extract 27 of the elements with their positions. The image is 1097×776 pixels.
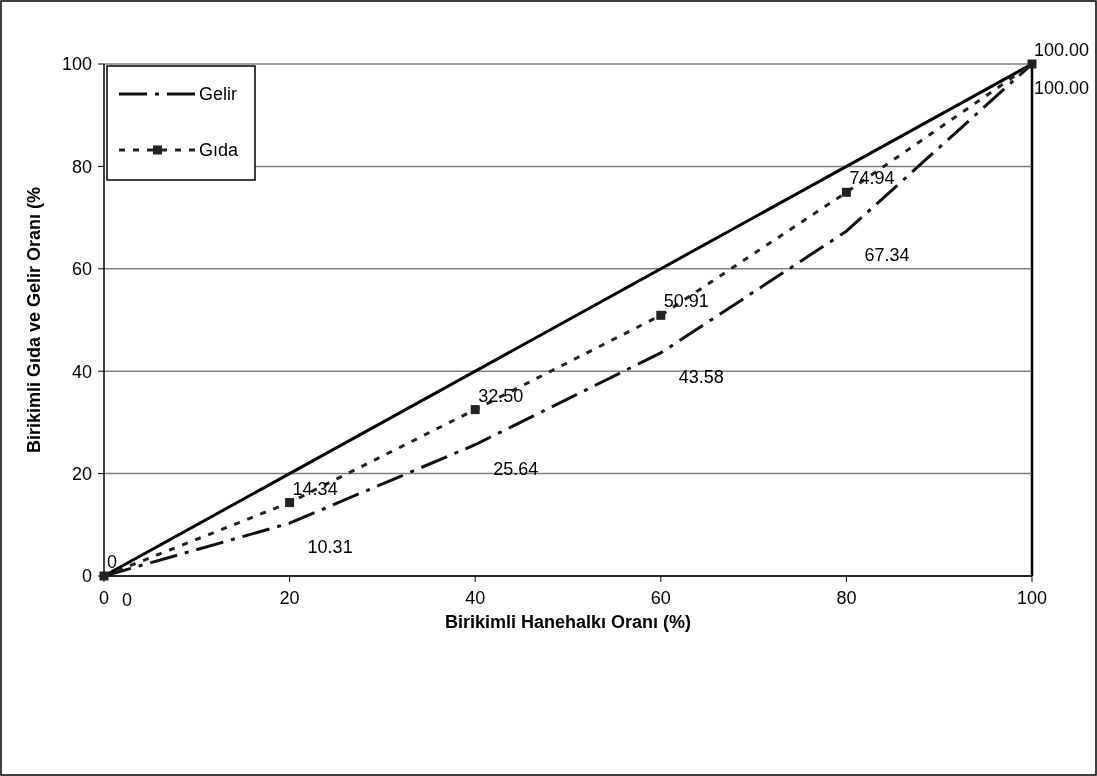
data-label: 10.31 (307, 537, 353, 558)
data-label: 50.91 (663, 291, 709, 312)
y-tick-label: 100 (61, 54, 92, 75)
data-label: 100.00 (1033, 78, 1089, 98)
x-tick-label: 60 (650, 588, 671, 608)
y-axis-title: Birikimli Gıda ve Gelir Oranı (% (24, 186, 44, 454)
data-label: 25.64 (493, 458, 539, 479)
y-tick-label: 60 (71, 259, 92, 280)
legend-label: Gelir (199, 84, 238, 105)
data-label: 32.50 (478, 385, 524, 406)
y-tick-label: 0 (81, 566, 92, 587)
x-tick-label: 0 (98, 588, 110, 608)
x-tick-label: 80 (836, 588, 857, 608)
x-tick-label: 100 (1016, 588, 1048, 608)
x-tick-label: 40 (465, 588, 486, 608)
y-tick-label: 40 (71, 361, 92, 382)
y-tick-label: 80 (71, 156, 92, 177)
data-label: 0 (107, 552, 118, 572)
x-axis-title: Birikimli Hanehalkı Oranı (%) (444, 612, 692, 632)
data-label: 43.58 (678, 366, 724, 387)
y-tick-label: 20 (71, 463, 92, 484)
legend-label: Gıda (199, 140, 240, 161)
data-label: 14.34 (292, 478, 338, 499)
data-label: 100.00 (1033, 40, 1089, 60)
x-tick-label: 20 (279, 588, 300, 608)
data-label: 74.94 (849, 168, 895, 189)
data-label: 67.34 (864, 245, 910, 266)
